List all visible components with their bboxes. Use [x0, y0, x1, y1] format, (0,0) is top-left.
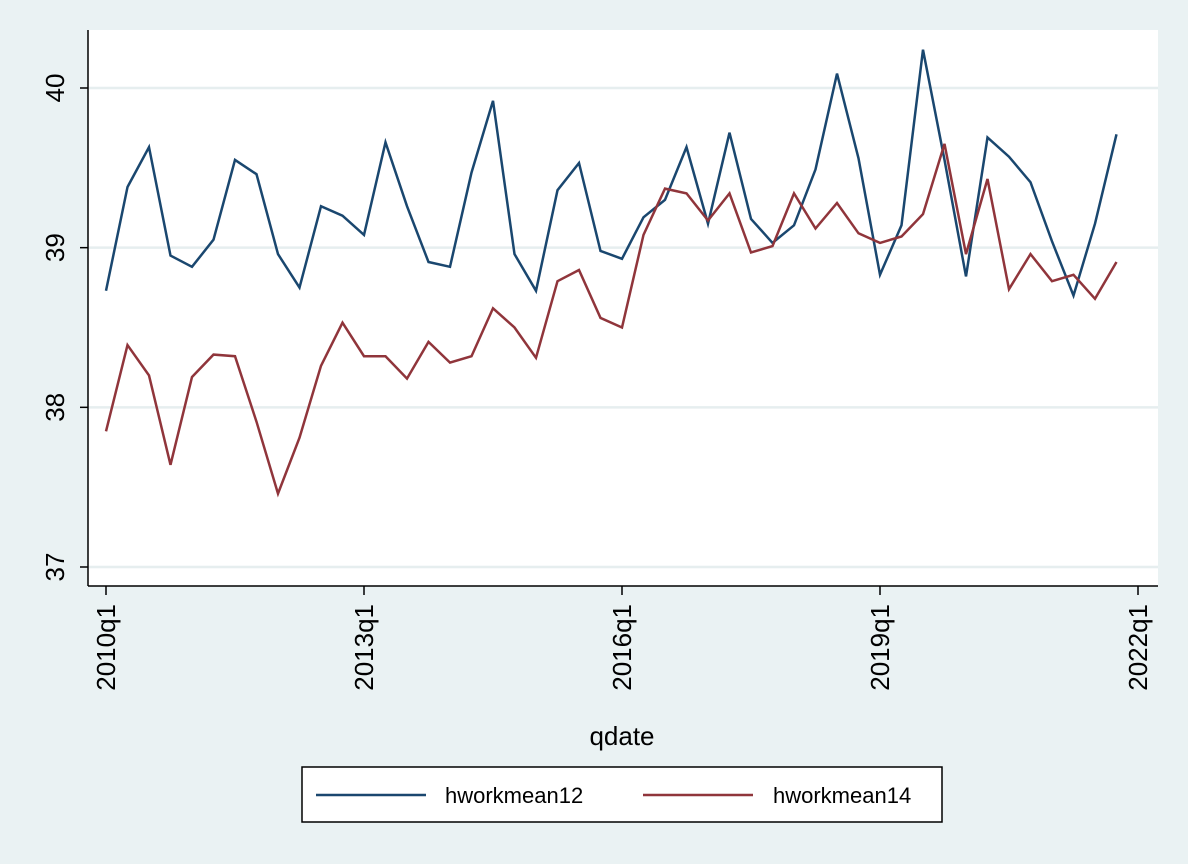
- y-tick-label: 38: [40, 393, 70, 422]
- y-tick-label: 37: [40, 553, 70, 582]
- x-ticks: 2010q1 2013q1 2016q1 2019q1 2022q1: [91, 586, 1153, 691]
- series-line-hworkmean12: [104, 49, 1118, 300]
- y-tick-label: 40: [40, 74, 70, 103]
- gridlines: [88, 86, 1158, 569]
- x-tick-label: 2022q1: [1123, 604, 1153, 691]
- x-tick-label: 2019q1: [865, 604, 895, 691]
- x-tick-label: 2010q1: [91, 604, 121, 691]
- axes: [87, 30, 1158, 587]
- plot-region: [88, 30, 1158, 586]
- y-tick-label: 39: [40, 233, 70, 262]
- legend: hworkmean12 hworkmean14: [301, 766, 943, 823]
- x-axis-title: qdate: [589, 721, 654, 751]
- x-tick-label: 2016q1: [607, 604, 637, 691]
- legend-label-hworkmean14: hworkmean14: [773, 783, 911, 808]
- y-ticks: 37 38 39 40: [40, 74, 88, 582]
- series-layer: [104, 49, 1118, 498]
- series-line-hworkmean14: [104, 143, 1118, 498]
- x-tick-label: 2013q1: [349, 604, 379, 691]
- legend-label-hworkmean12: hworkmean12: [445, 783, 583, 808]
